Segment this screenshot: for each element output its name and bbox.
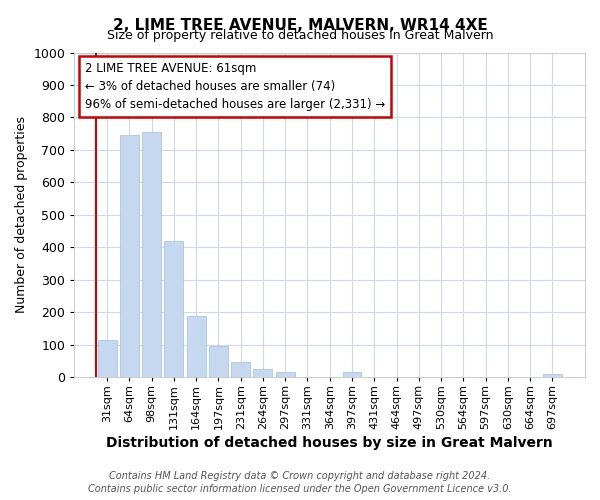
- Bar: [253, 369, 272, 377]
- Bar: [209, 346, 228, 377]
- Text: Size of property relative to detached houses in Great Malvern: Size of property relative to detached ho…: [107, 29, 493, 42]
- Bar: [98, 340, 116, 377]
- Bar: [164, 240, 184, 377]
- Bar: [276, 372, 295, 377]
- Text: Contains HM Land Registry data © Crown copyright and database right 2024.
Contai: Contains HM Land Registry data © Crown c…: [88, 471, 512, 494]
- Text: 2, LIME TREE AVENUE, MALVERN, WR14 4XE: 2, LIME TREE AVENUE, MALVERN, WR14 4XE: [113, 18, 487, 32]
- Bar: [543, 374, 562, 377]
- X-axis label: Distribution of detached houses by size in Great Malvern: Distribution of detached houses by size …: [106, 436, 553, 450]
- Text: 2 LIME TREE AVENUE: 61sqm
← 3% of detached houses are smaller (74)
96% of semi-d: 2 LIME TREE AVENUE: 61sqm ← 3% of detach…: [85, 62, 385, 111]
- Bar: [120, 135, 139, 377]
- Y-axis label: Number of detached properties: Number of detached properties: [15, 116, 28, 313]
- Bar: [343, 372, 361, 377]
- Bar: [142, 132, 161, 377]
- Bar: [187, 316, 206, 377]
- Bar: [231, 362, 250, 377]
